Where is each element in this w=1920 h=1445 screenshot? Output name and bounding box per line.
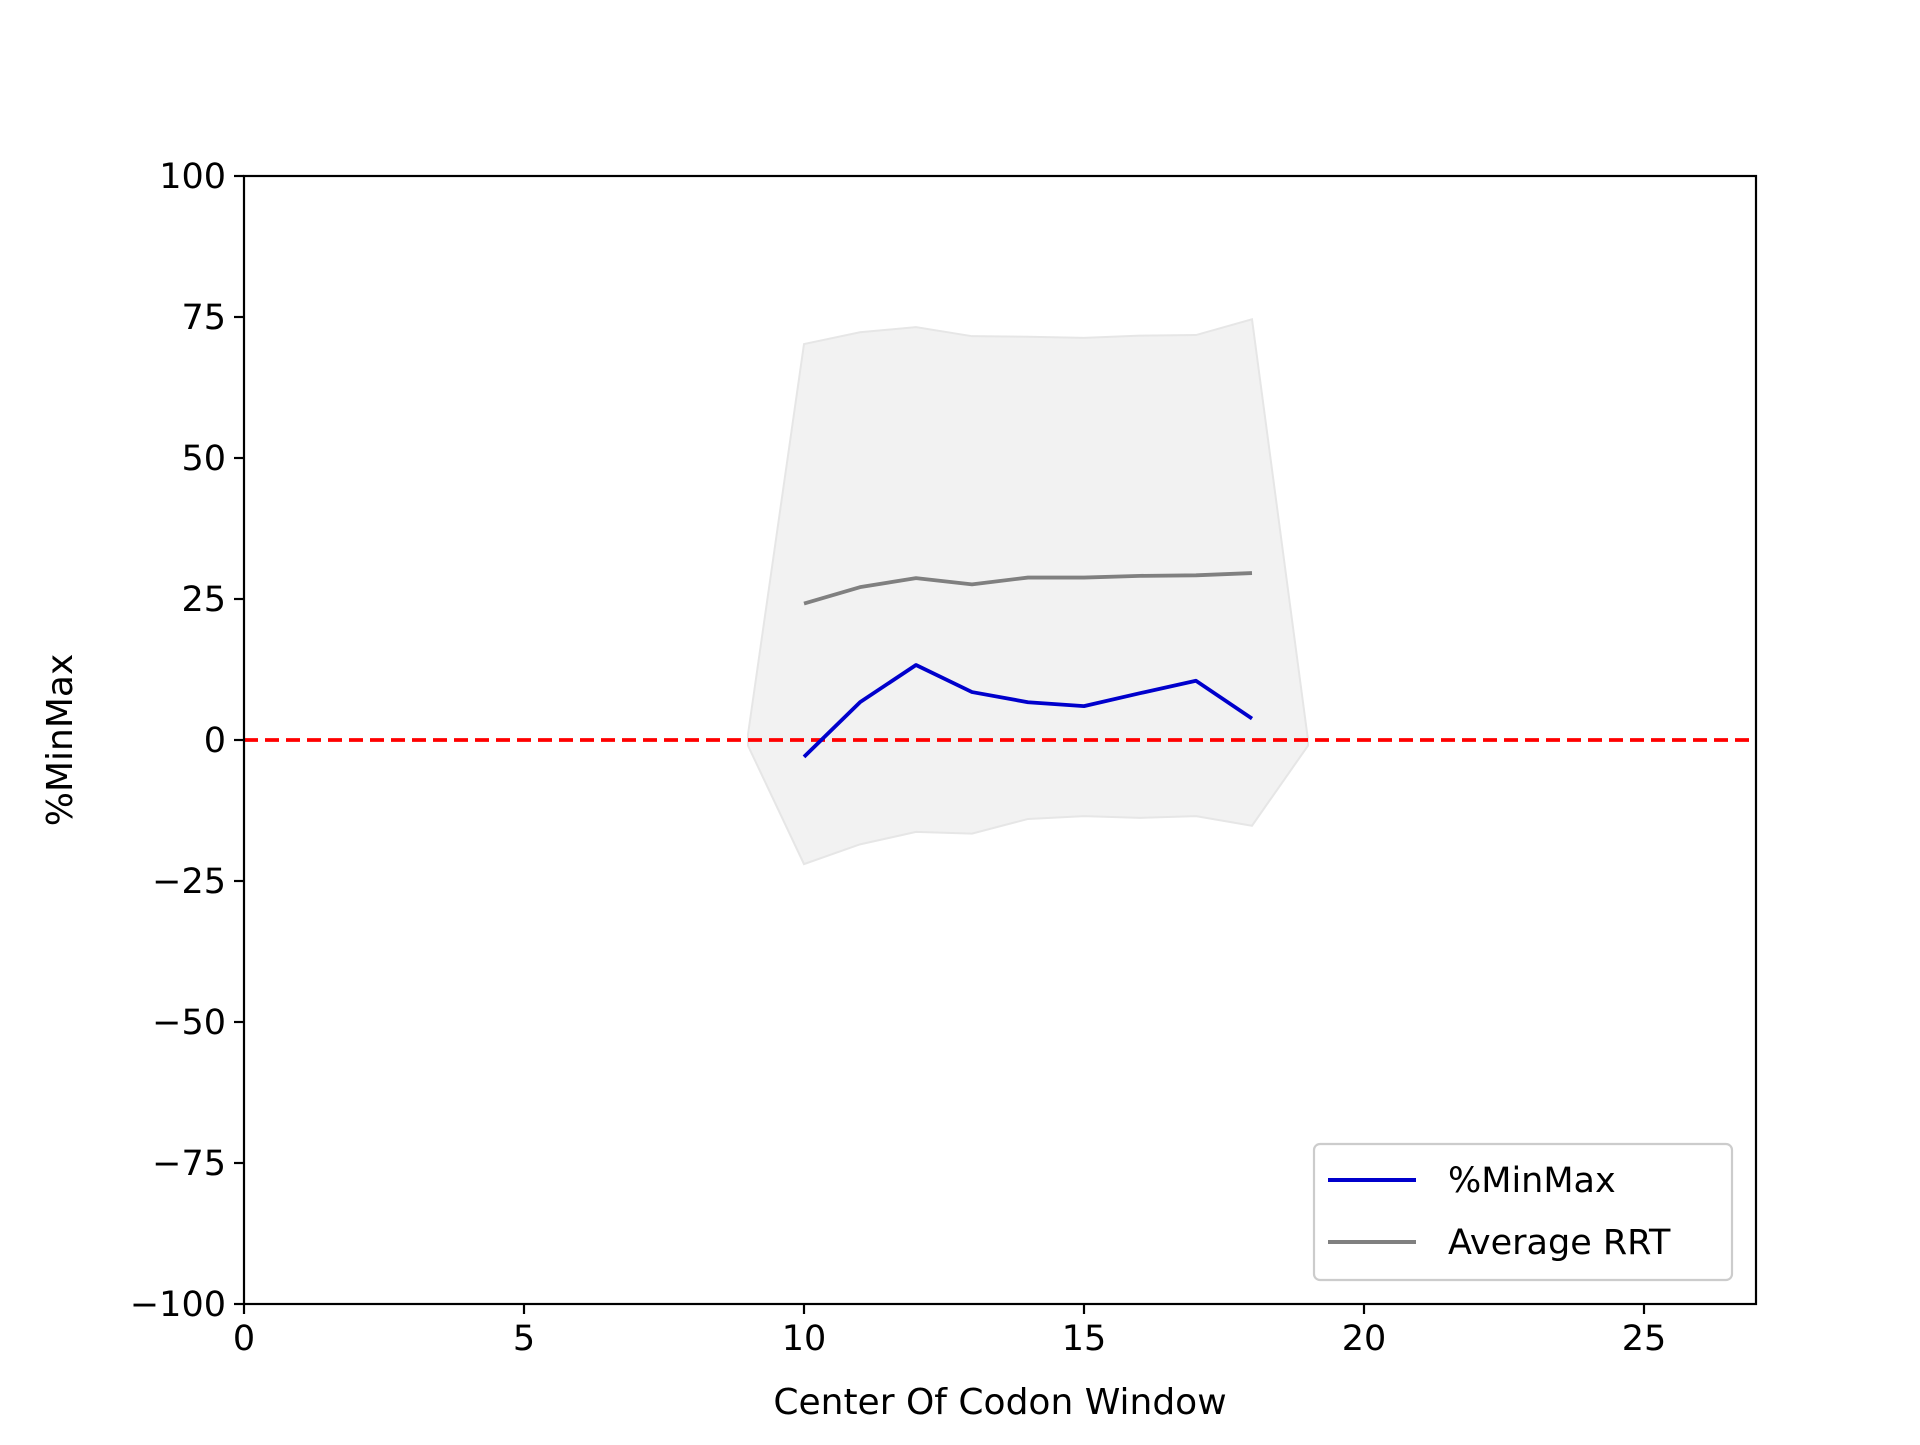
x-tick-label: 20	[1342, 1319, 1387, 1359]
y-tick-label: −100	[130, 1285, 226, 1325]
y-tick-label: 0	[204, 721, 226, 761]
legend-label: Average RRT	[1448, 1223, 1671, 1263]
legend-label: %MinMax	[1448, 1161, 1616, 1201]
legend-box	[1312, 1142, 1734, 1282]
y-axis-label: %MinMax	[40, 654, 81, 827]
x-tick-label: 10	[782, 1319, 827, 1359]
series-line-average-rrt	[803, 571, 1253, 606]
y-tick-label: −50	[152, 1003, 226, 1043]
y-tick-label: 50	[181, 439, 226, 479]
x-tick-label: 5	[513, 1319, 535, 1359]
y-tick-label: 100	[159, 157, 226, 197]
x-tick-label: 25	[1622, 1319, 1667, 1359]
x-axis-label: Center Of Codon Window	[773, 1382, 1226, 1423]
x-tick-label: 0	[233, 1319, 255, 1359]
y-tick-label: −75	[152, 1144, 226, 1184]
legend: %MinMax Average RRT	[1312, 1142, 1734, 1282]
x-tick-label: 15	[1062, 1319, 1107, 1359]
y-tick-label: 25	[181, 580, 226, 620]
y-tick-label: 75	[181, 298, 226, 338]
series-line-minmax	[802, 663, 1254, 759]
range-band	[747, 317, 1309, 866]
y-tick-label: −25	[152, 862, 226, 902]
